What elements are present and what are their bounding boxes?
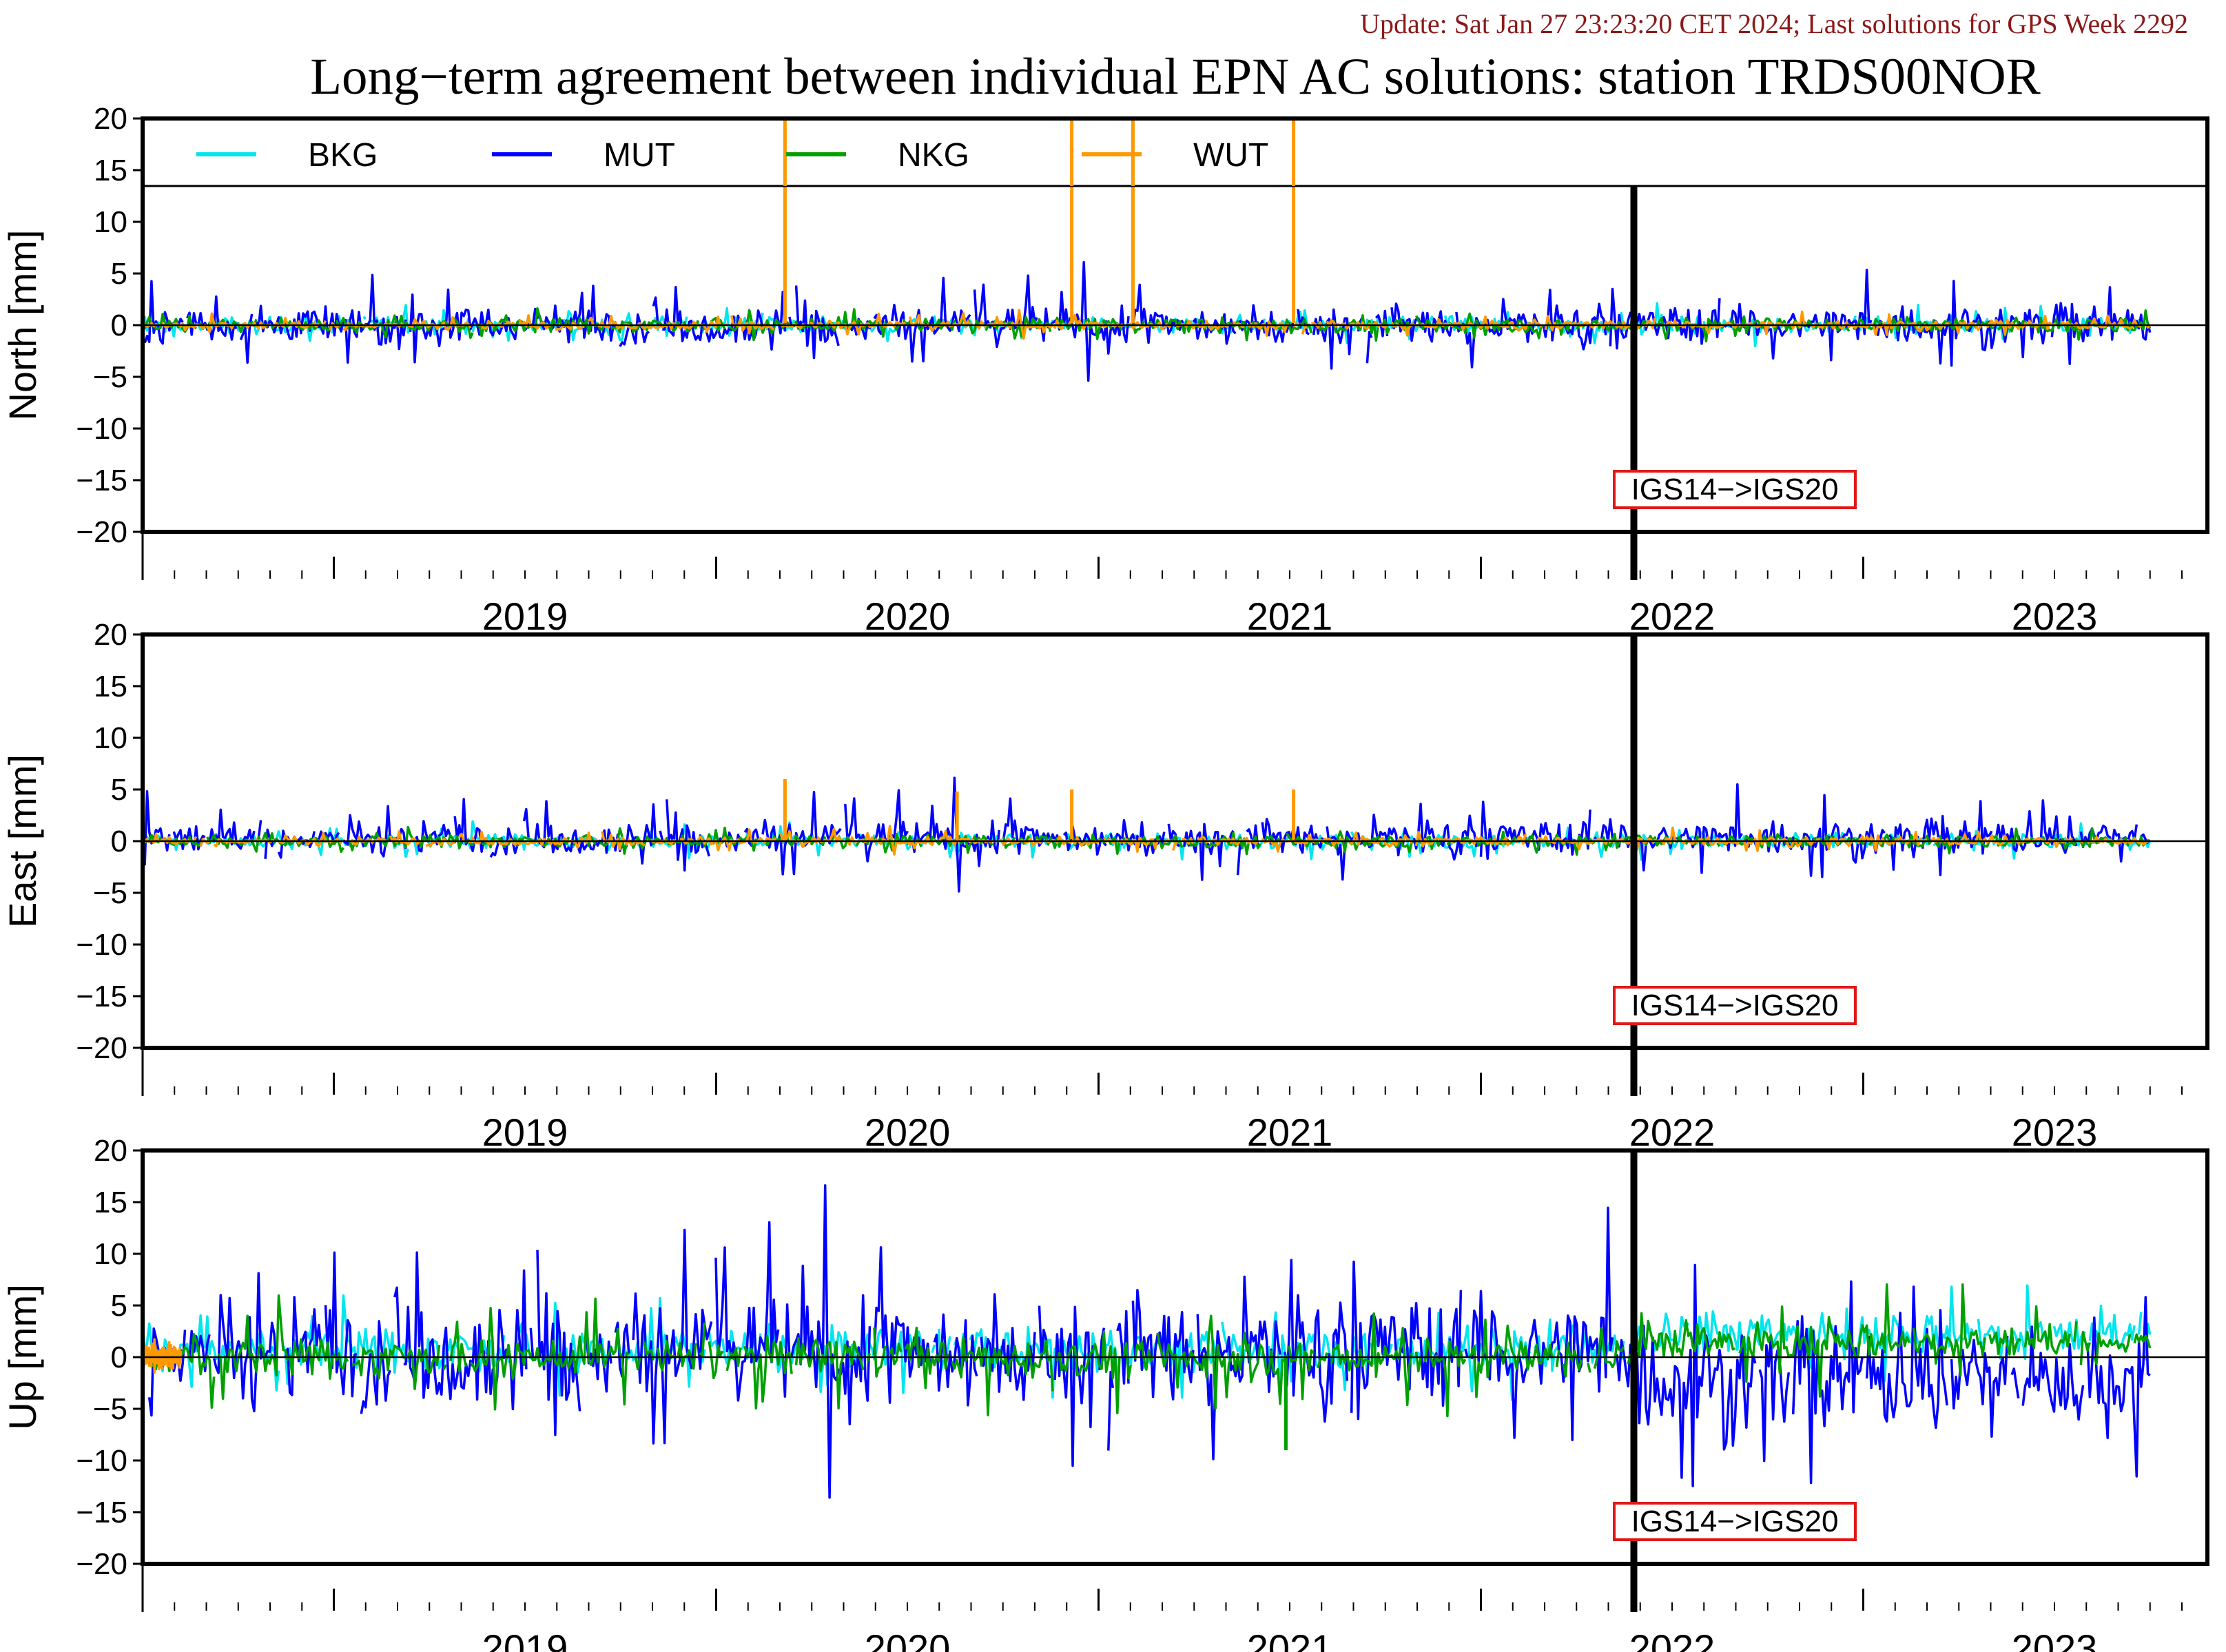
- y-tick-label: 20: [94, 102, 127, 136]
- legend-background: [143, 118, 2207, 186]
- y-tick-label: 15: [94, 154, 127, 187]
- legend-label-wut: WUT: [1193, 137, 1268, 174]
- panel-north: 20 15 10 5 0 −5 −10 −15 −20 North [mm] 2019 2020 202…: [1, 102, 2209, 638]
- x-tick-label: 2022: [1629, 1111, 1715, 1154]
- y-tick-label: 15: [94, 670, 127, 703]
- y-tick-label: 5: [111, 257, 127, 291]
- y-tick-label: 20: [94, 1134, 127, 1168]
- plot-frame: [141, 116, 2209, 534]
- y-tick-label: −5: [93, 876, 127, 910]
- y-tick-label: 5: [111, 773, 127, 807]
- x-tick-label: 2022: [1629, 1627, 1715, 1652]
- event-label-box: [1613, 470, 1857, 509]
- panel-east: 20 15 10 5 0 −5 −10 −15 −20 East [mm] 2019 2020 2021…: [1, 618, 2209, 1154]
- series-group: [143, 1184, 2152, 1499]
- x-tick-label: 2019: [482, 1627, 568, 1652]
- panel-up: 20 15 10 5 0 −5 −10 −15 −20 Up [mm] 2019 2020 2021 20…: [1, 1134, 2209, 1652]
- event-label: IGS14−>IGS20: [1631, 473, 1839, 506]
- x-tick-label: 2021: [1247, 1111, 1333, 1154]
- legend-label-bkg: BKG: [308, 137, 378, 174]
- x-tick-label: 2021: [1247, 1627, 1333, 1652]
- y-tick-label: −15: [76, 1496, 127, 1529]
- figure-title: Long−term agreement between individual E…: [310, 48, 2041, 105]
- y-tick-label: 0: [111, 1341, 127, 1374]
- x-tick-label: 2020: [865, 595, 951, 638]
- y-axis-label: North [mm]: [1, 230, 44, 421]
- y-tick-label: −5: [93, 1392, 127, 1426]
- y-tick-label: 10: [94, 1237, 127, 1271]
- y-tick-label: 20: [94, 618, 127, 652]
- event-label: IGS14−>IGS20: [1631, 989, 1839, 1022]
- y-tick-label: −15: [76, 980, 127, 1013]
- event-label-box: [1613, 1502, 1857, 1541]
- y-tick-label: 10: [94, 721, 127, 755]
- y-tick-label: −10: [76, 412, 127, 446]
- y-tick-label: 10: [94, 205, 127, 239]
- y-axis-label: East [mm]: [1, 754, 44, 928]
- legend-label-mut: MUT: [604, 137, 675, 174]
- y-tick-label: 0: [111, 309, 127, 342]
- x-tick-label: 2020: [865, 1111, 951, 1154]
- y-axis-label: Up [mm]: [1, 1284, 44, 1430]
- x-tick-label: 2019: [482, 1111, 568, 1154]
- legend-label-nkg: NKG: [898, 137, 969, 174]
- event-label: IGS14−>IGS20: [1631, 1505, 1839, 1538]
- y-tick-label: −15: [76, 464, 127, 497]
- plot-frame: [141, 632, 2209, 1050]
- x-tick-label: 2023: [2012, 1111, 2098, 1154]
- y-tick-label: −20: [76, 515, 127, 549]
- x-tick-label: 2019: [482, 595, 568, 638]
- update-text: Update: Sat Jan 27 23:23:20 CET 2024; La…: [1360, 8, 2188, 39]
- y-tick-label: −5: [93, 360, 127, 394]
- x-tick-label: 2023: [2012, 595, 2098, 638]
- plot-frame: [141, 1148, 2209, 1566]
- y-tick-label: 15: [94, 1186, 127, 1219]
- y-tick-label: −10: [76, 1444, 127, 1478]
- y-tick-label: −20: [76, 1031, 127, 1065]
- event-label-box: [1613, 986, 1857, 1025]
- y-tick-label: −10: [76, 928, 127, 962]
- series-line-mut: [143, 1184, 2151, 1499]
- y-tick-label: 0: [111, 825, 127, 858]
- x-tick-label: 2021: [1247, 595, 1333, 638]
- x-tick-label: 2023: [2012, 1627, 2098, 1652]
- y-tick-label: 5: [111, 1289, 127, 1323]
- y-tick-label: −20: [76, 1547, 127, 1581]
- x-tick-label: 2020: [865, 1627, 951, 1652]
- x-tick-label: 2022: [1629, 595, 1715, 638]
- series-group: [143, 776, 2152, 893]
